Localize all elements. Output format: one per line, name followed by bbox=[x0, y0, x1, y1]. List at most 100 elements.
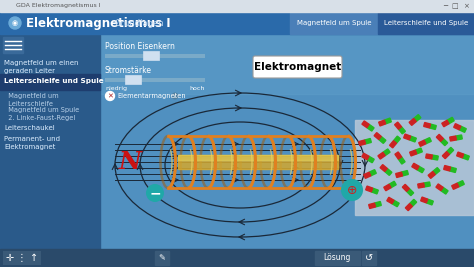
Bar bbox=[0, 0, 474, 12]
Polygon shape bbox=[395, 122, 401, 129]
Circle shape bbox=[146, 184, 164, 202]
Polygon shape bbox=[421, 197, 428, 203]
Bar bbox=[290, 12, 378, 34]
Text: ✕: ✕ bbox=[107, 93, 113, 99]
Bar bbox=[0, 34, 100, 249]
Polygon shape bbox=[396, 172, 402, 178]
Text: ⋮: ⋮ bbox=[17, 253, 27, 263]
Polygon shape bbox=[428, 171, 435, 178]
Polygon shape bbox=[404, 134, 410, 140]
Polygon shape bbox=[378, 152, 385, 159]
Bar bbox=[15, 251, 29, 265]
Polygon shape bbox=[379, 120, 386, 126]
Text: Lösung: Lösung bbox=[323, 253, 351, 262]
Text: ×: × bbox=[463, 3, 469, 9]
Polygon shape bbox=[374, 202, 381, 207]
Text: Stromstärke: Stromstärke bbox=[105, 66, 152, 75]
Bar bbox=[143, 51, 159, 60]
Polygon shape bbox=[436, 184, 443, 191]
Polygon shape bbox=[414, 115, 421, 121]
Bar bbox=[27, 251, 41, 265]
FancyBboxPatch shape bbox=[253, 56, 342, 78]
Text: Magnetfeld um
  Leiterschleife: Magnetfeld um Leiterschleife bbox=[4, 93, 59, 108]
Bar bbox=[355, 120, 474, 215]
Polygon shape bbox=[384, 184, 391, 191]
Bar bbox=[0, 74, 100, 90]
Polygon shape bbox=[415, 148, 422, 154]
Polygon shape bbox=[424, 123, 430, 128]
Polygon shape bbox=[410, 136, 416, 142]
Circle shape bbox=[342, 180, 362, 200]
Text: Elementarmagneten: Elementarmagneten bbox=[117, 93, 186, 99]
Bar bbox=[3, 251, 17, 265]
Polygon shape bbox=[444, 166, 450, 171]
Polygon shape bbox=[407, 189, 414, 196]
Polygon shape bbox=[410, 199, 417, 206]
Polygon shape bbox=[379, 136, 386, 143]
Polygon shape bbox=[367, 156, 374, 163]
Bar bbox=[105, 54, 205, 58]
Bar bbox=[178, 155, 338, 160]
Polygon shape bbox=[392, 200, 399, 207]
Polygon shape bbox=[426, 199, 433, 205]
Polygon shape bbox=[452, 183, 459, 189]
Polygon shape bbox=[441, 139, 447, 146]
Polygon shape bbox=[426, 154, 432, 159]
Text: ↺: ↺ bbox=[365, 253, 373, 263]
Polygon shape bbox=[447, 117, 454, 124]
Polygon shape bbox=[412, 163, 419, 170]
Polygon shape bbox=[369, 203, 375, 209]
Polygon shape bbox=[383, 149, 390, 156]
Text: i: i bbox=[174, 93, 176, 99]
Polygon shape bbox=[393, 136, 401, 143]
Bar bbox=[378, 12, 474, 34]
Text: 2. Linke-Faust-Regel: 2. Linke-Faust-Regel bbox=[4, 115, 75, 121]
Polygon shape bbox=[437, 134, 443, 142]
Text: Elektromagnet: Elektromagnet bbox=[254, 62, 341, 72]
Polygon shape bbox=[384, 118, 392, 124]
Polygon shape bbox=[459, 126, 466, 132]
Polygon shape bbox=[402, 184, 410, 191]
Polygon shape bbox=[405, 203, 412, 211]
Polygon shape bbox=[395, 152, 401, 159]
Polygon shape bbox=[447, 147, 454, 154]
Circle shape bbox=[106, 92, 115, 100]
Text: Leiterschleife und Spule: Leiterschleife und Spule bbox=[4, 78, 104, 84]
Text: hoch: hoch bbox=[190, 86, 205, 91]
Polygon shape bbox=[409, 119, 416, 125]
Text: −: − bbox=[149, 187, 161, 201]
Polygon shape bbox=[429, 124, 436, 129]
Polygon shape bbox=[389, 181, 396, 188]
Polygon shape bbox=[399, 127, 405, 134]
Bar bbox=[125, 75, 141, 84]
Polygon shape bbox=[462, 154, 469, 160]
Text: Permanent- und
Elektromagnet: Permanent- und Elektromagnet bbox=[4, 136, 60, 151]
Bar bbox=[155, 251, 169, 265]
Text: niedrig: niedrig bbox=[105, 86, 127, 91]
Polygon shape bbox=[398, 157, 405, 164]
Polygon shape bbox=[433, 168, 440, 175]
Polygon shape bbox=[359, 140, 365, 146]
Text: Magnetfeld um einen
geraden Leiter: Magnetfeld um einen geraden Leiter bbox=[4, 60, 79, 74]
Polygon shape bbox=[362, 121, 369, 128]
Text: Elektromagnetismus I: Elektromagnetismus I bbox=[26, 17, 171, 29]
Text: ↑: ↑ bbox=[30, 253, 38, 263]
Polygon shape bbox=[362, 153, 369, 160]
Circle shape bbox=[172, 92, 179, 100]
Polygon shape bbox=[418, 183, 424, 188]
Polygon shape bbox=[442, 120, 449, 127]
Text: ✎: ✎ bbox=[158, 253, 165, 262]
Polygon shape bbox=[456, 135, 462, 140]
Polygon shape bbox=[371, 188, 378, 194]
Polygon shape bbox=[419, 140, 426, 146]
Text: Magnetfeld um Spule: Magnetfeld um Spule bbox=[4, 107, 79, 113]
Text: Magnetfeld um Spule: Magnetfeld um Spule bbox=[297, 20, 371, 26]
Polygon shape bbox=[380, 165, 387, 171]
Text: N: N bbox=[118, 150, 141, 174]
Bar bbox=[100, 34, 474, 249]
Text: Grundlagen: Grundlagen bbox=[115, 18, 164, 28]
Text: ⊕: ⊕ bbox=[347, 183, 357, 197]
Polygon shape bbox=[454, 124, 461, 130]
Polygon shape bbox=[450, 136, 456, 141]
Text: ─: ─ bbox=[443, 3, 447, 9]
